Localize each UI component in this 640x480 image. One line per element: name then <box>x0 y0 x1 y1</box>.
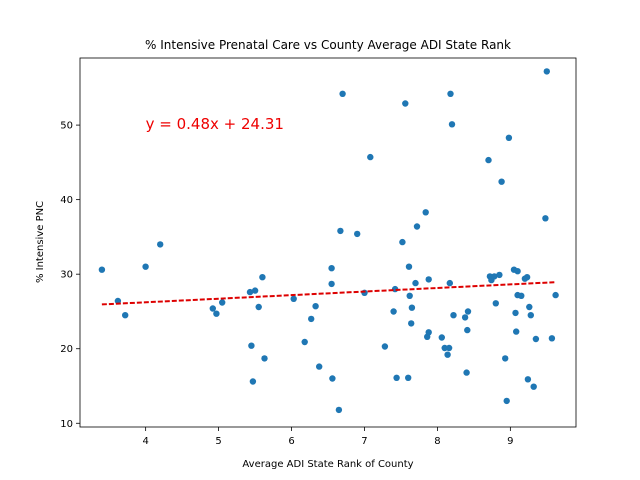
data-point-63 <box>496 271 503 279</box>
data-point-37 <box>406 292 413 299</box>
data-point-80 <box>532 335 540 343</box>
y-axis-label: % Intensive PNC <box>35 201 46 283</box>
data-point-34 <box>402 100 409 107</box>
y-tick-label: 10 <box>60 419 73 430</box>
data-point-55 <box>463 369 470 376</box>
y-axis: 10 20 30 40 50 <box>60 121 80 430</box>
data-point-13 <box>259 274 266 281</box>
data-point-67 <box>505 134 513 141</box>
data-point-24 <box>337 227 344 235</box>
data-point-75 <box>523 274 531 281</box>
data-point-11 <box>251 287 259 294</box>
data-point-64 <box>498 178 505 185</box>
data-point-22 <box>329 375 336 382</box>
x-tick-label: 8 <box>434 436 440 447</box>
data-point-79 <box>530 383 537 390</box>
data-point-77 <box>526 303 533 311</box>
data-point-9 <box>248 342 255 349</box>
data-point-46 <box>438 334 445 341</box>
data-point-5 <box>209 305 216 312</box>
data-point-84 <box>552 291 559 299</box>
data-point-18 <box>312 303 319 310</box>
data-point-36 <box>405 263 413 270</box>
data-point-39 <box>408 304 416 311</box>
x-tick-label: 6 <box>288 436 294 447</box>
y-tick-label: 20 <box>60 344 73 355</box>
data-point-83 <box>548 335 556 342</box>
data-point-66 <box>503 397 510 405</box>
data-point-7 <box>219 299 226 306</box>
data-point-21 <box>328 280 335 288</box>
data-point-47 <box>441 344 448 352</box>
data-point-17 <box>308 315 315 323</box>
data-point-0 <box>98 266 106 273</box>
x-tick-label: 5 <box>215 436 221 447</box>
y-tick-label: 30 <box>60 270 73 281</box>
data-point-44 <box>425 329 432 336</box>
data-point-8 <box>246 288 254 296</box>
data-point-48 <box>444 351 451 358</box>
x-axis: 4 5 6 7 8 9 <box>142 427 514 447</box>
data-point-23 <box>335 406 343 414</box>
data-point-3 <box>142 263 149 270</box>
data-point-16 <box>301 338 308 346</box>
data-point-32 <box>393 374 400 381</box>
data-point-6 <box>213 310 220 317</box>
x-axis-label: Average ADI State Rank of County <box>242 459 413 470</box>
data-point-38 <box>408 320 415 327</box>
data-point-41 <box>413 223 421 230</box>
chart-title: % Intensive Prenatal Care vs County Aver… <box>145 38 511 52</box>
data-point-42 <box>422 209 429 216</box>
data-point-76 <box>524 376 532 383</box>
data-point-12 <box>255 303 262 311</box>
data-point-30 <box>390 308 397 315</box>
data-point-61 <box>491 273 498 280</box>
data-point-33 <box>399 238 406 246</box>
data-point-54 <box>461 314 469 321</box>
data-point-19 <box>316 363 323 370</box>
data-point-56 <box>464 326 471 334</box>
data-point-35 <box>405 374 412 381</box>
data-point-70 <box>513 328 520 335</box>
data-point-71 <box>514 268 521 275</box>
data-point-4 <box>157 241 164 248</box>
data-point-25 <box>339 90 346 98</box>
data-point-15 <box>290 295 297 302</box>
data-point-62 <box>492 300 499 307</box>
data-point-53 <box>450 312 457 319</box>
regression-line <box>101 281 556 306</box>
data-point-65 <box>502 355 509 362</box>
data-point-57 <box>464 308 472 315</box>
x-tick-label: 4 <box>142 436 148 447</box>
data-point-82 <box>543 68 550 75</box>
data-point-40 <box>412 279 419 287</box>
data-point-51 <box>447 90 454 98</box>
data-point-73 <box>518 292 525 299</box>
data-point-69 <box>512 309 519 317</box>
data-point-50 <box>446 279 453 287</box>
data-point-10 <box>249 378 257 385</box>
x-tick-label: 7 <box>361 436 367 447</box>
data-point-28 <box>367 153 374 161</box>
data-point-78 <box>527 312 534 319</box>
data-point-26 <box>354 230 361 238</box>
data-point-81 <box>542 215 549 222</box>
data-point-20 <box>328 265 335 272</box>
data-point-45 <box>425 276 432 283</box>
data-point-49 <box>445 344 453 352</box>
data-point-58 <box>485 156 492 164</box>
data-point-14 <box>261 355 268 362</box>
x-tick-label: 9 <box>507 436 513 447</box>
y-tick-label: 40 <box>60 195 73 206</box>
data-point-52 <box>448 121 456 128</box>
data-point-2 <box>122 312 129 319</box>
data-point-29 <box>381 343 389 350</box>
axes-frame <box>79 57 577 428</box>
y-tick-label: 50 <box>60 121 73 132</box>
plot-area <box>98 68 559 414</box>
regression-equation: y = 0.48x + 24.31 <box>146 115 284 133</box>
